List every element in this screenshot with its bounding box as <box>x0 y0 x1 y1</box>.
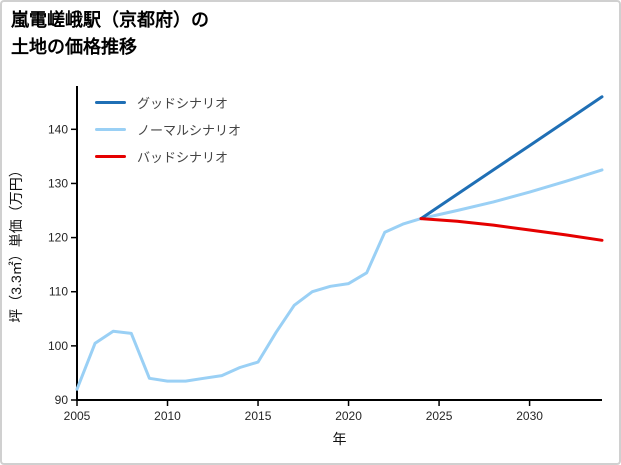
series-line-good <box>419 95 604 221</box>
bad-scenario-line-swatch <box>95 155 126 158</box>
y-axis-label: 坪（3.3㎡）単価（万円） <box>8 163 24 322</box>
x-tick-label: 2020 <box>335 409 362 423</box>
good-scenario-line-swatch <box>95 101 126 104</box>
chart-legend: グッドシナリオ ノーマルシナリオ バッドシナリオ <box>95 93 241 166</box>
legend-item-bad-scenario: バッドシナリオ <box>95 147 241 166</box>
x-tick-label: 2030 <box>516 409 543 423</box>
bad-scenario-label: バッドシナリオ <box>137 150 229 165</box>
page-title-line2: 土地の価格推移 <box>11 37 137 57</box>
y-tick-label: 110 <box>49 285 68 299</box>
x-tick-label: 2005 <box>64 409 91 423</box>
legend-item-good-scenario: グッドシナリオ <box>95 93 241 112</box>
normal-scenario-line-swatch <box>95 128 126 131</box>
y-tick-label: 140 <box>48 122 68 136</box>
y-tick-label: 100 <box>48 339 68 353</box>
good-scenario-label: グッドシナリオ <box>137 96 229 111</box>
x-tick-label: 2025 <box>426 409 453 423</box>
y-tick-label: 90 <box>55 393 69 407</box>
x-tick-label: 2010 <box>154 409 181 423</box>
series-line-bad <box>419 217 604 242</box>
y-tick-label: 130 <box>48 176 68 190</box>
legend-item-normal-scenario: ノーマルシナリオ <box>95 120 241 139</box>
series-line-normal <box>75 168 604 391</box>
normal-scenario-label: ノーマルシナリオ <box>137 123 242 138</box>
x-axis-label: 年 <box>333 431 347 447</box>
y-tick-label: 120 <box>48 231 68 245</box>
x-tick-label: 2015 <box>245 409 272 423</box>
page-title: 嵐電嵯峨駅（京都府）の 土地の価格推移 <box>11 7 209 61</box>
page-title-line1: 嵐電嵯峨駅（京都府）の <box>11 10 209 30</box>
